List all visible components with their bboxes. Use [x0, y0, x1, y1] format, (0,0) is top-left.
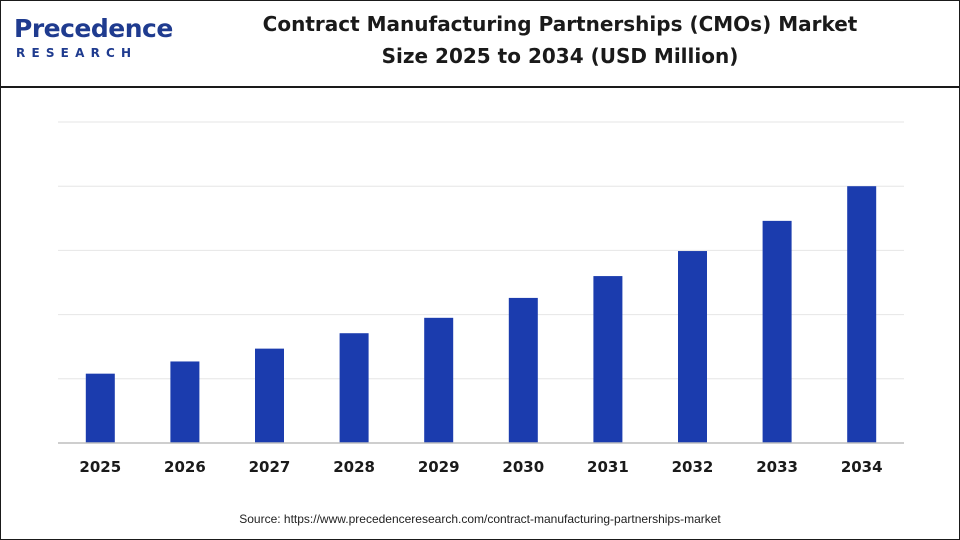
chart-title-line-1: Contract Manufacturing Partnerships (CMO… [262, 12, 858, 36]
x-tick-label-2028: 2028 [333, 458, 375, 476]
bar-2025 [85, 373, 115, 443]
logo-subtitle: RESEARCH [16, 46, 138, 60]
bar-2034 [847, 186, 877, 443]
x-tick-label-2030: 2030 [502, 458, 544, 476]
bar-2029 [424, 317, 454, 443]
bar-2026 [170, 361, 200, 443]
x-tick-label-2032: 2032 [672, 458, 714, 476]
x-tick-labels: 2025 2026 2027 2028 2029 2030 2031 2032 2033 2034 [79, 458, 882, 476]
bars [85, 186, 877, 443]
header-divider [0, 86, 960, 88]
chart-header: Precedence RESEARCH Contract Manufacturi… [0, 0, 960, 86]
bar-chart: 2025 2026 2027 2028 2029 2030 2031 2032 2033 2034 [58, 121, 904, 476]
x-tick-label-2026: 2026 [164, 458, 206, 476]
x-tick-label-2029: 2029 [418, 458, 460, 476]
bar-2031 [593, 276, 623, 443]
chart-title-line-2: Size 2025 to 2034 (USD Million) [381, 44, 739, 68]
logo-wordmark: Precedence [14, 14, 173, 43]
bar-2032 [678, 251, 707, 443]
x-tick-label-2031: 2031 [587, 458, 629, 476]
source-note: Source: https://www.precedenceresearch.c… [239, 512, 721, 526]
x-tick-label-2034: 2034 [841, 458, 883, 476]
bar-2028 [339, 333, 369, 443]
bar-2027 [255, 348, 284, 443]
logo-main-text: recedence [31, 14, 173, 43]
chart-title: Contract Manufacturing Partnerships (CMO… [240, 8, 880, 72]
bar-2033 [762, 220, 792, 443]
x-tick-label-2027: 2027 [249, 458, 291, 476]
x-tick-label-2033: 2033 [756, 458, 798, 476]
precedence-research-logo: Precedence RESEARCH [14, 14, 173, 64]
x-tick-label-2025: 2025 [79, 458, 121, 476]
logo-initial: P [14, 14, 32, 43]
bar-2030 [508, 297, 538, 443]
